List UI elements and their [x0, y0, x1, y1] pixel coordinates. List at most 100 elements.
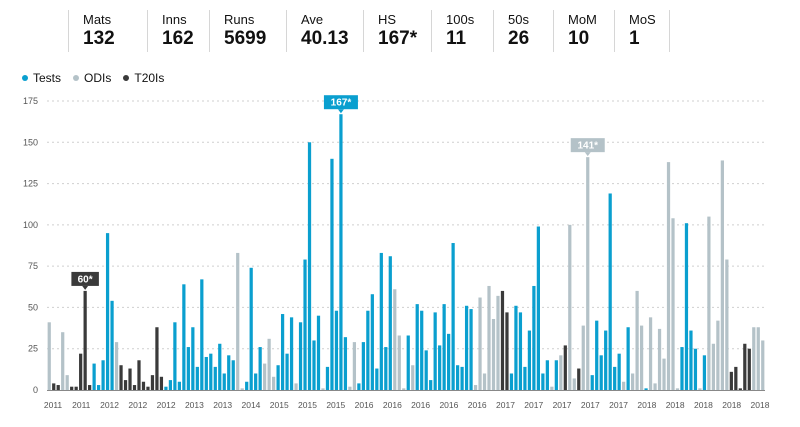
bar-t20is[interactable] — [577, 368, 581, 390]
bar-odis[interactable] — [756, 327, 760, 390]
bar-odis[interactable] — [675, 388, 680, 390]
bar-tests[interactable] — [227, 355, 231, 390]
bar-odis[interactable] — [397, 335, 401, 390]
bar-odis[interactable] — [568, 224, 572, 390]
bar-tests[interactable] — [200, 279, 204, 390]
legend-item-odis[interactable]: ODIs — [73, 71, 111, 85]
bar-odis[interactable] — [321, 388, 325, 390]
bar-tests[interactable] — [316, 315, 321, 390]
bar-tests[interactable] — [379, 252, 383, 390]
bar-t20is[interactable] — [743, 343, 747, 390]
bar-tests[interactable] — [523, 366, 527, 390]
bar-tests[interactable] — [249, 267, 253, 390]
bar-tests[interactable] — [509, 373, 514, 390]
bar-tests[interactable] — [298, 322, 303, 390]
bar-t20is[interactable] — [56, 385, 60, 390]
bar-tests[interactable] — [451, 243, 455, 390]
bar-odis[interactable] — [411, 365, 415, 390]
bar-tests[interactable] — [617, 353, 621, 390]
bar-odis[interactable] — [65, 375, 69, 390]
bar-tests[interactable] — [164, 386, 168, 390]
bar-tests[interactable] — [554, 360, 558, 390]
bar-tests[interactable] — [186, 347, 190, 390]
bar-tests[interactable] — [464, 305, 469, 390]
bar-tests[interactable] — [420, 310, 424, 390]
bar-tests[interactable] — [285, 353, 289, 390]
bar-odis[interactable] — [631, 373, 635, 390]
bar-tests[interactable] — [307, 142, 312, 390]
bar-tests[interactable] — [222, 373, 226, 390]
bar-odis[interactable] — [487, 285, 491, 390]
bar-tests[interactable] — [110, 300, 114, 390]
bar-tests[interactable] — [608, 193, 612, 390]
bar-t20is[interactable] — [159, 376, 164, 390]
bar-tests[interactable] — [191, 327, 195, 390]
bar-odis[interactable] — [581, 325, 585, 390]
bar-t20is[interactable] — [88, 385, 92, 390]
bar-tests[interactable] — [545, 360, 549, 390]
bar-tests[interactable] — [455, 365, 460, 390]
bar-odis[interactable] — [267, 338, 271, 390]
bar-odis[interactable] — [761, 340, 765, 390]
bar-tests[interactable] — [514, 305, 518, 390]
bar-tests[interactable] — [343, 337, 348, 390]
bar-t20is[interactable] — [141, 381, 146, 390]
bar-tests[interactable] — [258, 347, 262, 390]
bar-t20is[interactable] — [563, 345, 567, 390]
bar-odis[interactable] — [639, 325, 644, 390]
bar-tests[interactable] — [213, 366, 217, 390]
bar-tests[interactable] — [442, 304, 446, 390]
bar-tests[interactable] — [527, 330, 532, 390]
bar-tests[interactable] — [325, 366, 330, 390]
bar-odis[interactable] — [352, 342, 357, 390]
bar-odis[interactable] — [478, 297, 482, 390]
bar-odis[interactable] — [559, 355, 563, 390]
bar-odis[interactable] — [61, 332, 65, 390]
bar-tests[interactable] — [693, 348, 698, 390]
bar-odis[interactable] — [240, 388, 244, 390]
bar-tests[interactable] — [375, 368, 379, 390]
bar-tests[interactable] — [406, 335, 410, 390]
bar-tests[interactable] — [280, 314, 285, 390]
bar-tests[interactable] — [595, 320, 599, 390]
bar-odis[interactable] — [653, 383, 657, 390]
bar-tests[interactable] — [469, 309, 473, 390]
bar-odis[interactable] — [635, 290, 639, 390]
bar-tests[interactable] — [312, 340, 316, 390]
legend-item-t20is[interactable]: T20Is — [123, 71, 164, 85]
bar-t20is[interactable] — [747, 348, 751, 390]
bar-tests[interactable] — [644, 388, 648, 390]
bar-odis[interactable] — [711, 343, 716, 390]
bar-odis[interactable] — [114, 342, 119, 390]
bar-t20is[interactable] — [128, 368, 132, 390]
bar-odis[interactable] — [586, 157, 590, 390]
bar-tests[interactable] — [357, 383, 361, 390]
bar-tests[interactable] — [388, 256, 392, 390]
bar-odis[interactable] — [393, 289, 397, 390]
bar-odis[interactable] — [716, 320, 720, 390]
bar-t20is[interactable] — [146, 386, 150, 390]
bar-odis[interactable] — [572, 378, 576, 390]
bar-tests[interactable] — [177, 381, 181, 390]
legend-item-tests[interactable]: Tests — [22, 71, 61, 85]
bar-tests[interactable] — [366, 310, 370, 390]
bar-odis[interactable] — [263, 363, 267, 390]
bar-odis[interactable] — [657, 328, 662, 390]
bar-t20is[interactable] — [738, 388, 742, 390]
bar-tests[interactable] — [541, 373, 545, 390]
bar-tests[interactable] — [231, 360, 235, 390]
bar-t20is[interactable] — [83, 290, 87, 390]
bar-odis[interactable] — [47, 322, 51, 390]
bar-tests[interactable] — [684, 223, 689, 390]
bar-tests[interactable] — [168, 380, 173, 390]
bar-tests[interactable] — [303, 259, 307, 390]
bar-odis[interactable] — [720, 160, 724, 390]
bar-tests[interactable] — [330, 158, 334, 390]
bar-tests[interactable] — [218, 343, 222, 390]
bar-tests[interactable] — [96, 385, 101, 390]
bar-odis[interactable] — [666, 162, 671, 390]
bar-t20is[interactable] — [74, 386, 78, 390]
bar-tests[interactable] — [460, 366, 464, 390]
bar-tests[interactable] — [702, 355, 707, 390]
bar-t20is[interactable] — [132, 385, 137, 390]
